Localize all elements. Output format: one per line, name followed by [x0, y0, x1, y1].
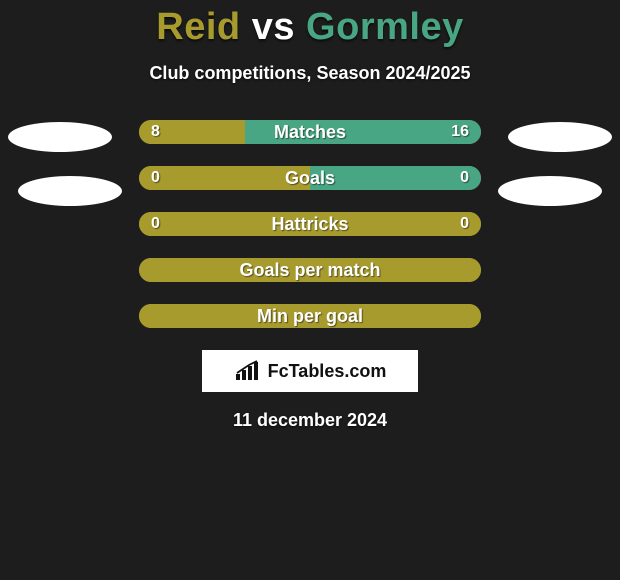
stat-row: 816Matches [139, 120, 481, 144]
stat-row: 00Goals [139, 166, 481, 190]
player1-avatar-placeholder [8, 122, 112, 152]
subtitle: Club competitions, Season 2024/2025 [0, 63, 620, 84]
player1-avatar-placeholder-2 [18, 176, 122, 206]
stat-row: Goals per match [139, 258, 481, 282]
stat-label: Hattricks [139, 212, 481, 236]
comparison-title: Reid vs Gormley [0, 0, 620, 49]
stat-label: Matches [139, 120, 481, 144]
source-badge: FcTables.com [202, 350, 418, 392]
vs-text: vs [252, 6, 295, 48]
player2-name: Gormley [306, 6, 464, 48]
stat-label: Min per goal [139, 304, 481, 328]
date-text: 11 december 2024 [0, 410, 620, 431]
stat-row: Min per goal [139, 304, 481, 328]
stat-label: Goals per match [139, 258, 481, 282]
player2-avatar-placeholder-2 [498, 176, 602, 206]
stat-label: Goals [139, 166, 481, 190]
player2-avatar-placeholder [508, 122, 612, 152]
stats-container: 816Matches 00Goals 00Hattricks Goals per ma… [139, 120, 481, 328]
badge-text: FcTables.com [268, 361, 387, 382]
stat-row: 00Hattricks [139, 212, 481, 236]
player1-name: Reid [156, 6, 240, 48]
chart-icon [234, 360, 262, 382]
